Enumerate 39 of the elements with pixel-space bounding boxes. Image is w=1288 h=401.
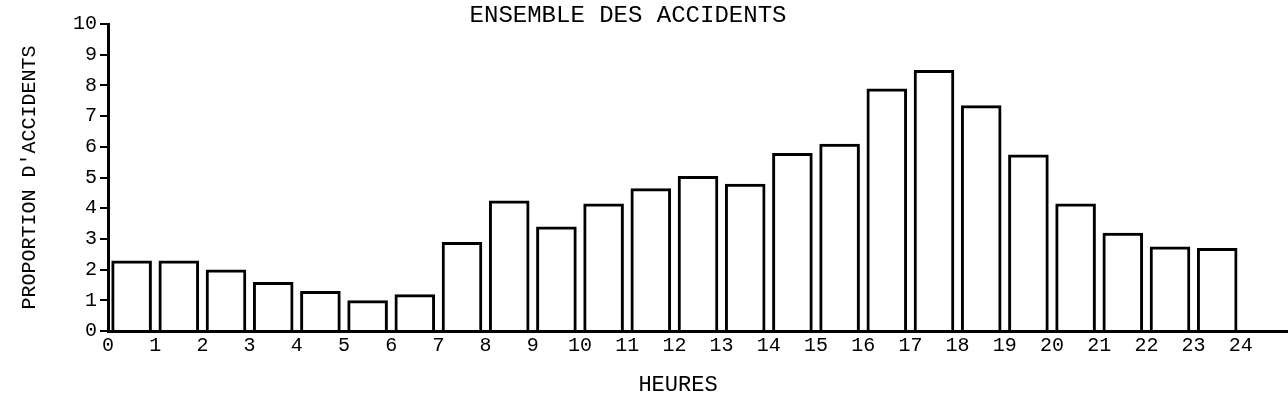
y-tick-label: 8 (84, 73, 97, 97)
x-tick-label: 3 (243, 334, 256, 358)
x-tick-label: 4 (290, 334, 303, 358)
y-tick-label: 4 (84, 196, 97, 220)
x-tick-label: 17 (898, 334, 923, 358)
x-tick-label: 22 (1134, 334, 1159, 358)
y-tick-label: 5 (84, 165, 97, 189)
y-tick-label: 0 (84, 319, 97, 343)
x-tick-label: 14 (756, 334, 781, 358)
x-tick-label: 8 (479, 334, 492, 358)
x-tick-label: 11 (615, 334, 640, 358)
y-tick-label: 2 (84, 257, 97, 281)
y-tick-label: 1 (84, 288, 97, 312)
x-tick-label: 12 (662, 334, 687, 358)
y-tick-label: 9 (84, 43, 97, 66)
x-axis-title: HEURES (638, 372, 718, 398)
x-tick-label: 9 (526, 334, 539, 358)
x-tick-label: 5 (338, 334, 351, 358)
y-tick-label: 10 (72, 12, 97, 36)
x-tick-label: 10 (567, 334, 593, 358)
x-tick-label: 2 (196, 334, 209, 358)
x-tick-label: 15 (803, 334, 829, 358)
y-tick-label: 3 (84, 227, 97, 251)
x-tick-label: 19 (992, 334, 1017, 358)
chart-title: ENSEMBLE DES ACCIDENTS (469, 2, 787, 30)
x-tick-label: 23 (1181, 334, 1206, 358)
x-tick-label: 13 (709, 334, 734, 358)
x-tick-label: 1 (149, 334, 162, 358)
x-tick-label: 24 (1228, 334, 1253, 358)
y-axis-title: PROPORTION D'ACCIDENTS (18, 45, 42, 310)
x-tick-label: 20 (1039, 334, 1065, 358)
x-tick-label: 7 (432, 334, 445, 358)
x-tick-label: 18 (945, 334, 970, 358)
x-tick-label: 21 (1087, 334, 1112, 358)
x-tick-label: 16 (851, 334, 876, 358)
x-tick-label: 6 (385, 334, 398, 358)
x-tick-label: 0 (102, 334, 115, 358)
y-tick-label: 7 (84, 104, 97, 128)
y-tick-label: 6 (84, 135, 97, 159)
